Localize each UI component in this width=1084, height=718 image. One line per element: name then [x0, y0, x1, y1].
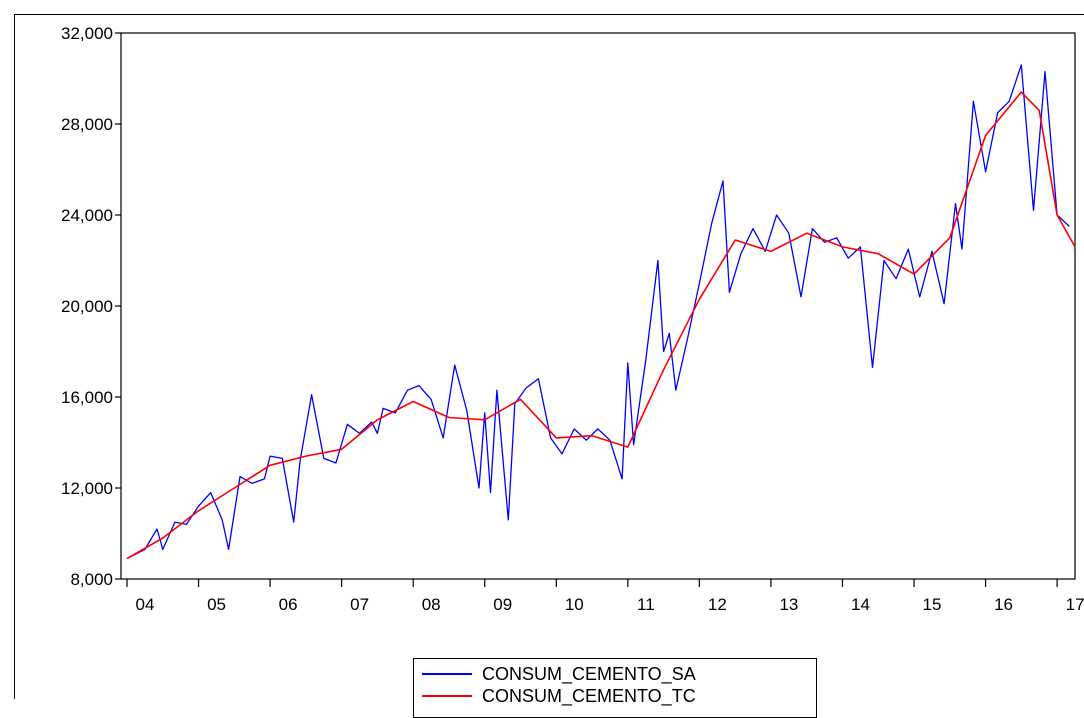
y-tick-label: 32,000 — [61, 24, 113, 43]
legend-swatch-sa — [422, 673, 472, 675]
x-tick-label: 16 — [994, 595, 1013, 614]
chart-frame: 8,000 12,000 16,000 20,000 24,000 28,000 32,00… — [14, 14, 1084, 718]
x-tick-label: 08 — [422, 595, 441, 614]
y-tick-label: 20,000 — [61, 297, 113, 316]
y-tick-label: 16,000 — [61, 388, 113, 407]
y-axis: 8,000 12,000 16,000 20,000 24,000 28,000 32,00… — [61, 24, 121, 589]
x-tick-label: 10 — [565, 595, 584, 614]
x-tick-label: 11 — [637, 595, 655, 614]
legend-item-sa: CONSUM_CEMENTO_SA — [414, 663, 816, 685]
x-axis: 04 05 06 07 08 09 10 11 12 13 14 15 16 17 — [126, 579, 1084, 614]
x-tick-label: 12 — [708, 595, 727, 614]
line-chart: 8,000 12,000 16,000 20,000 24,000 28,000 32,00… — [61, 24, 1084, 614]
x-tick-label: 05 — [207, 595, 226, 614]
plot-area-border — [120, 32, 1076, 580]
x-tick-label: 13 — [779, 595, 798, 614]
legend: CONSUM_CEMENTO_SA CONSUM_CEMENTO_TC — [413, 658, 817, 718]
y-tick-label: 8,000 — [70, 570, 113, 589]
legend-item-tc: CONSUM_CEMENTO_TC — [414, 685, 816, 707]
y-tick-label: 24,000 — [61, 206, 113, 225]
series-layer — [126, 64, 1076, 560]
series-line-sa — [126, 64, 1070, 560]
x-tick-label: 15 — [923, 595, 942, 614]
y-tick-label: 28,000 — [61, 115, 113, 134]
legend-label-sa: CONSUM_CEMENTO_SA — [482, 664, 696, 684]
legend-label-tc: CONSUM_CEMENTO_TC — [482, 686, 696, 706]
x-tick-label: 04 — [136, 595, 155, 614]
series-line-tc — [126, 91, 1076, 560]
x-tick-label: 06 — [279, 595, 298, 614]
x-tick-label: 09 — [493, 595, 512, 614]
legend-swatch-tc — [422, 695, 472, 697]
y-tick-label: 12,000 — [61, 479, 113, 498]
x-tick-label: 14 — [851, 595, 870, 614]
x-tick-label: 17 — [1066, 595, 1084, 614]
x-tick-label: 07 — [350, 595, 369, 614]
